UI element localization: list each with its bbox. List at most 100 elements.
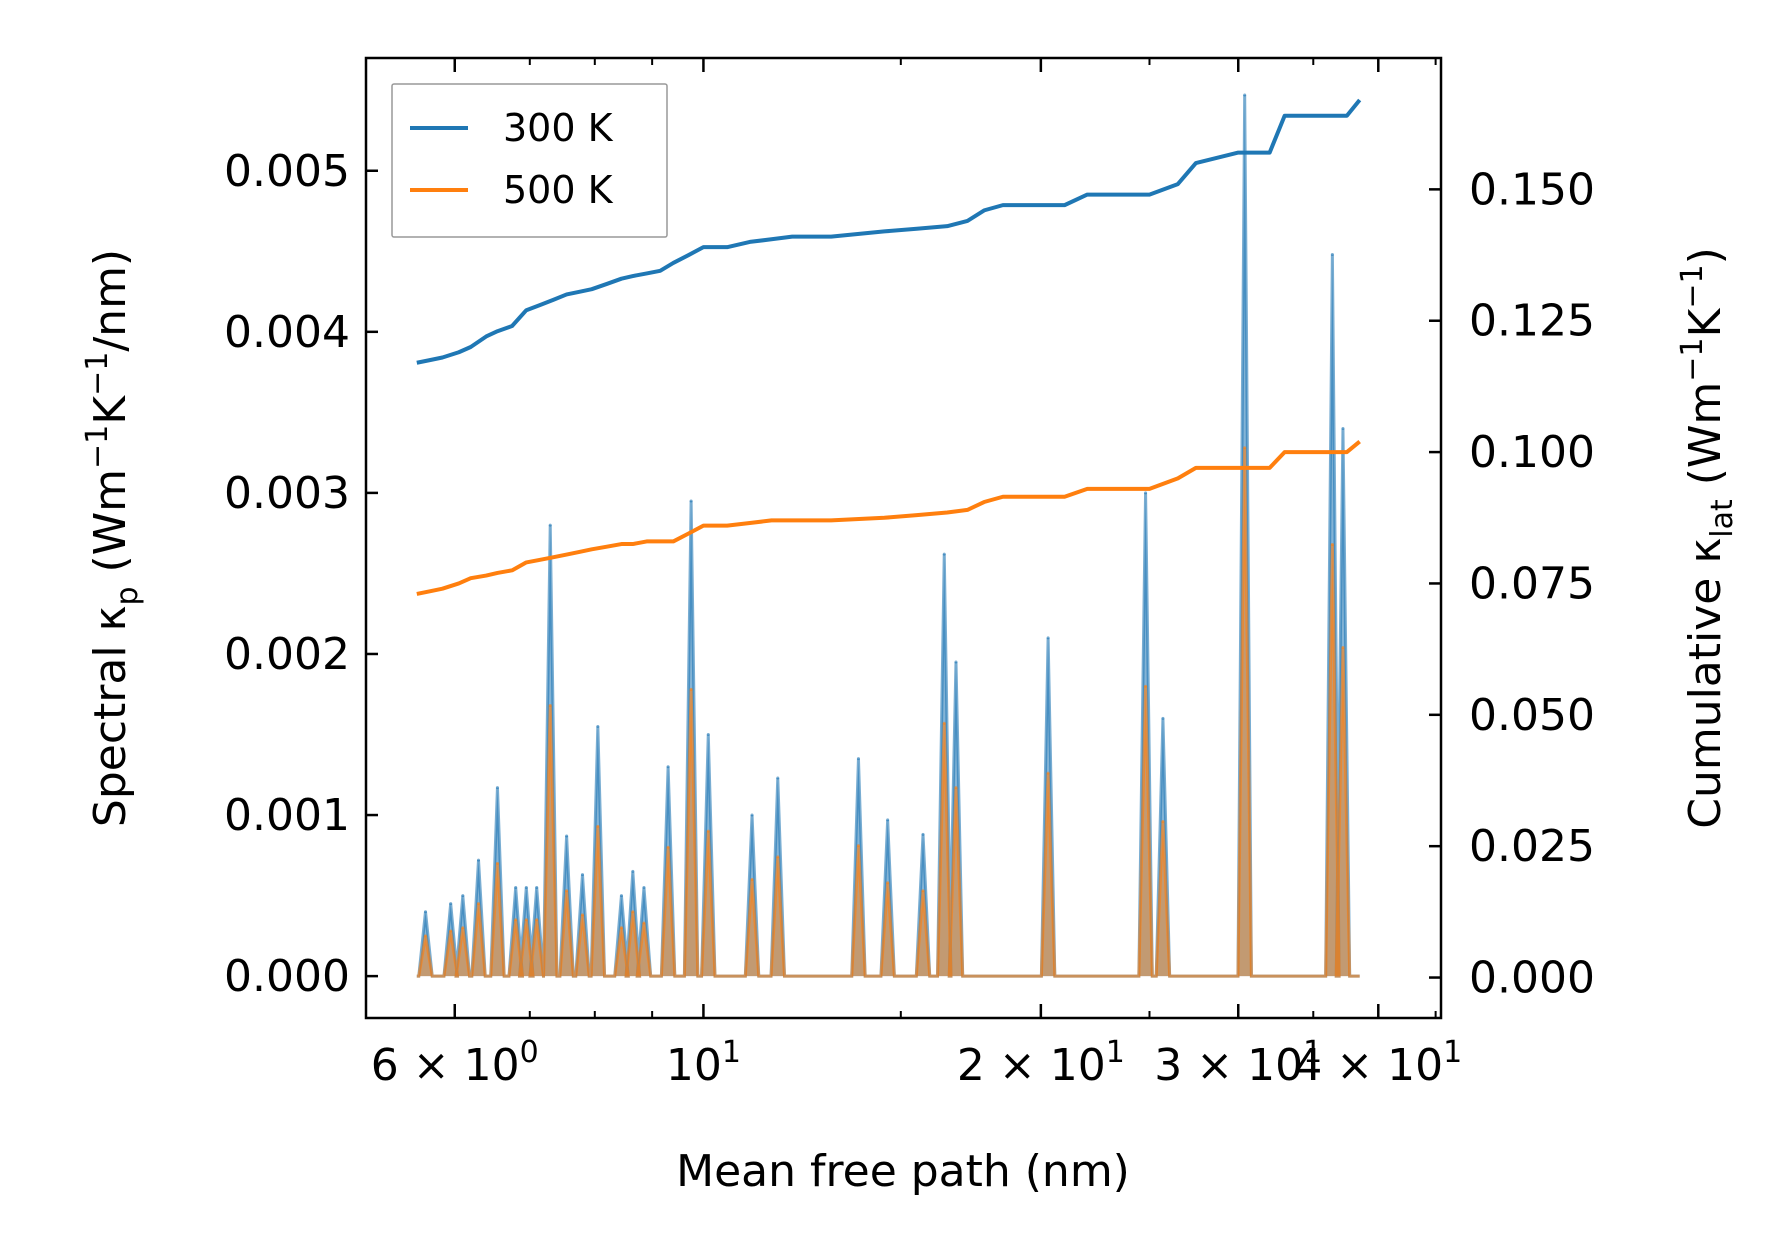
- spectral-peak-1-10: [580, 913, 584, 917]
- spectral-peak-0-23: [942, 552, 946, 556]
- x-tick-label-4: 4 × 101: [1294, 1035, 1462, 1091]
- spectral-peak-1-9: [565, 889, 569, 893]
- y-right-label-sup2: −1: [1675, 264, 1710, 308]
- spectral-peak-1-0: [423, 934, 427, 938]
- spectral-peak-0-18: [750, 813, 754, 817]
- spectral-peak-0-25: [1046, 636, 1050, 640]
- x-tick-label-exp-2: 1: [1106, 1035, 1125, 1070]
- x-tick-label-base-4: 4 × 10: [1294, 1040, 1443, 1091]
- y-left-tick-label-5: 0.005: [224, 146, 350, 197]
- spectral-peak-0-27: [1161, 716, 1165, 720]
- spectral-peak-0-24: [954, 660, 958, 664]
- x-tick-label-exp-3: 1: [1303, 1035, 1322, 1070]
- spectral-peak-1-29: [1330, 542, 1334, 546]
- x-axis-label: Mean free path (nm): [676, 1146, 1130, 1197]
- spectral-peak-1-30: [1341, 646, 1345, 650]
- y-left-tick-label-1: 0.001: [224, 790, 350, 841]
- spectral-peak-0-14: [642, 886, 646, 890]
- legend-label-500k: 500 K: [503, 168, 614, 212]
- x-tick-label-1: 101: [666, 1035, 741, 1091]
- spectral-peak-0-2: [461, 894, 465, 898]
- spectral-peak-1-4: [495, 861, 499, 865]
- y-right-tick-label-4: 0.100: [1469, 427, 1595, 478]
- spectral-peak-0-5: [514, 886, 518, 890]
- spectral-peak-0-29: [1330, 253, 1334, 257]
- spectral-peak-1-15: [666, 845, 670, 849]
- spectral-peak-1-1: [449, 929, 453, 933]
- spectral-peak-0-11: [596, 724, 600, 728]
- y-left-label-unit-pre: (Wm: [85, 469, 136, 587]
- spectral-peak-1-16: [689, 687, 693, 691]
- spectral-peak-1-19: [776, 855, 780, 859]
- legend: 300 K 500 K: [391, 83, 668, 238]
- spectral-peak-0-9: [565, 834, 569, 838]
- spectral-peak-1-12: [619, 926, 623, 930]
- y-right-tick-label-3: 0.075: [1469, 558, 1595, 609]
- spectral-peak-1-23: [942, 721, 946, 725]
- y-left-tick-label-3: 0.003: [224, 468, 350, 519]
- y-right-label: Cumulative κlat (Wm−1K−1): [1675, 247, 1740, 829]
- spectral-peak-0-12: [619, 894, 623, 898]
- spectral-peak-1-18: [750, 877, 754, 881]
- y-right-tick-label-6: 0.150: [1469, 164, 1595, 215]
- spectral-peak-0-19: [776, 776, 780, 780]
- x-tick-label-exp-4: 1: [1443, 1035, 1462, 1070]
- cumulative-line-300k: [416, 98, 1362, 365]
- spectral-peak-1-13: [631, 910, 635, 914]
- y-left-label-sub: p: [110, 586, 145, 605]
- y-left-tick-label-4: 0.004: [224, 307, 350, 358]
- spectral-peak-1-25: [1046, 771, 1050, 775]
- spectral-peak-1-27: [1161, 819, 1165, 823]
- legend-label-300k: 300 K: [503, 106, 614, 150]
- spectral-peak-1-22: [921, 889, 925, 893]
- y-right-label-mid: K: [1680, 307, 1731, 337]
- spectral-peak-1-3: [477, 902, 481, 906]
- spectral-peak-0-7: [535, 886, 539, 890]
- spectral-peak-1-20: [856, 844, 860, 848]
- x-tick-label-base-1: 10: [666, 1040, 722, 1091]
- spectral-peak-0-8: [548, 523, 552, 527]
- y-left-label-sup1: −1: [80, 425, 115, 469]
- y-left-label-tail: /nm): [85, 249, 136, 352]
- y-left-label-sup2: −1: [80, 352, 115, 396]
- spectral-peak-0-22: [921, 832, 925, 836]
- y-right-label-sub: lat: [1705, 499, 1740, 538]
- spectral-peak-0-16: [689, 499, 693, 503]
- spectral-peak-1-2: [461, 926, 465, 930]
- spectral-peak-0-15: [666, 765, 670, 769]
- y-right-tick-label-1: 0.025: [1469, 821, 1595, 872]
- spectral-peak-1-21: [886, 881, 890, 885]
- spectral-peak-0-17: [706, 733, 710, 737]
- spectral-peak-0-6: [524, 886, 528, 890]
- x-tick-label-0: 6 × 100: [371, 1035, 539, 1091]
- spectral-peak-1-17: [706, 829, 710, 833]
- spectral-peak-1-5: [514, 918, 518, 922]
- y-left-label-main: Spectral κ: [85, 606, 136, 828]
- y-left-label: Spectral κp (Wm−1K−1/nm): [80, 249, 145, 827]
- y-left-tick-label-0: 0.000: [224, 951, 350, 1002]
- spectral-peak-0-1: [449, 902, 453, 906]
- y-left-tick-label-2: 0.002: [224, 629, 350, 680]
- ticks-layer: 0.000 0.001 0.002 0.003 0.004 0.005 0.000 0.025…: [224, 58, 1595, 1091]
- spectral-peak-1-7: [535, 918, 539, 922]
- x-tick-label-3: 3 × 101: [1154, 1035, 1322, 1091]
- spectral-peak-1-28: [1243, 446, 1247, 450]
- y-right-tick-label-0: 0.000: [1469, 953, 1595, 1004]
- x-tick-label-base-3: 3 × 10: [1154, 1040, 1303, 1091]
- spectral-peak-0-30: [1341, 426, 1345, 430]
- spectral-peak-0-4: [495, 786, 499, 790]
- cumulative-line-500k: [416, 440, 1361, 596]
- spectral-layer: [416, 93, 1360, 978]
- x-tick-label-2: 2 × 101: [957, 1035, 1125, 1091]
- spectral-peak-0-20: [856, 757, 860, 761]
- spectral-peak-0-0: [423, 910, 427, 914]
- spectral-peak-1-14: [642, 921, 646, 925]
- x-tick-label-exp-1: 1: [722, 1035, 741, 1070]
- x-tick-label-base-0: 6 × 10: [371, 1040, 520, 1091]
- y-right-label-tail: ): [1680, 247, 1731, 264]
- spectral-peak-1-6: [524, 918, 528, 922]
- spectral-peak-0-28: [1243, 93, 1247, 97]
- spectral-peak-0-26: [1144, 491, 1148, 495]
- spectral-peak-0-21: [886, 818, 890, 822]
